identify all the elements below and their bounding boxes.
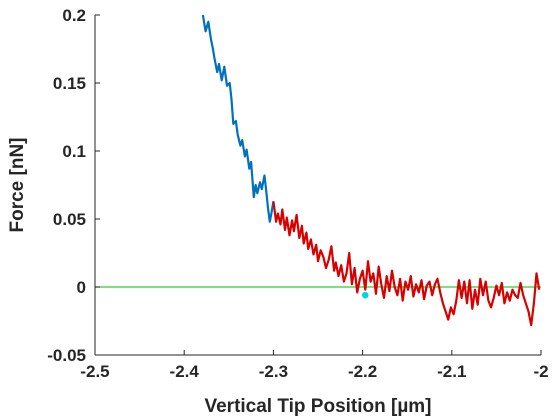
y-axis-title: Force [nN]	[7, 138, 28, 233]
x-tick-label: -2.1	[437, 362, 466, 381]
axes: -2.5 -2.4 -2.3 -2.2 -2.1 -2 -0.05 0 0.05 0.1 0.15 0…	[47, 6, 548, 381]
y-tick-label: -0.05	[47, 346, 86, 365]
data-series-line-1	[272, 201, 541, 327]
y-tick-label: 0.1	[62, 142, 86, 161]
x-tick-label: -2.5	[80, 362, 109, 381]
x-axis-title: Vertical Tip Position [µm]	[204, 396, 431, 417]
x-tick-label: -2.3	[259, 362, 288, 381]
x-tick-label: -2.2	[348, 362, 377, 381]
data-series-line-0	[201, 14, 275, 223]
x-tick-label: -2	[533, 362, 548, 381]
y-tick-label: 0	[77, 278, 86, 297]
plot-area	[95, 14, 541, 327]
y-tick-label: 0.15	[53, 74, 86, 93]
x-tick-label: -2.4	[170, 362, 200, 381]
y-tick-label: 0.05	[53, 210, 86, 229]
marker-point-0	[361, 291, 369, 299]
y-tick-label: 0.2	[62, 6, 86, 25]
